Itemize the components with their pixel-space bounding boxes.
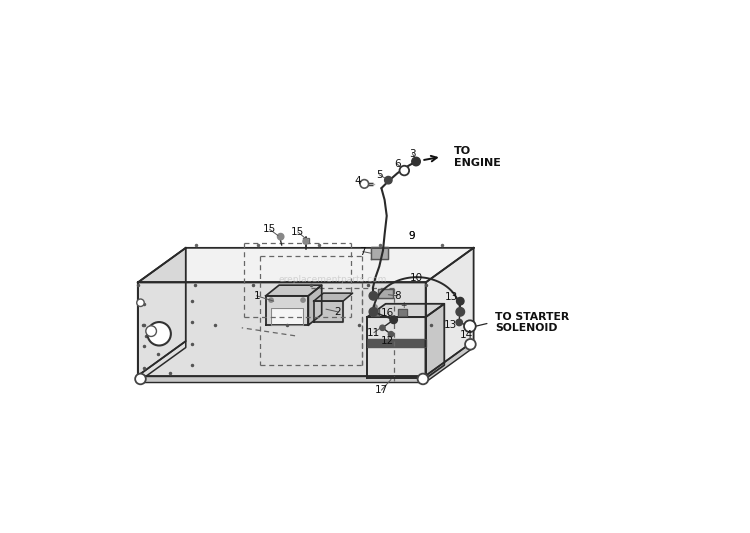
Circle shape <box>456 319 463 326</box>
Circle shape <box>418 374 428 384</box>
Text: 3: 3 <box>409 149 416 158</box>
Polygon shape <box>266 296 308 325</box>
Circle shape <box>373 305 377 309</box>
Text: 15: 15 <box>291 227 304 237</box>
Text: +: + <box>400 301 406 310</box>
Text: 10: 10 <box>410 273 422 283</box>
Text: 16: 16 <box>381 309 394 318</box>
Text: TO
ENGINE: TO ENGINE <box>454 146 501 167</box>
Text: 2: 2 <box>334 307 341 317</box>
Text: 15: 15 <box>262 224 276 234</box>
Text: 12: 12 <box>381 336 394 346</box>
Circle shape <box>465 339 476 350</box>
Polygon shape <box>138 376 426 382</box>
Polygon shape <box>314 301 343 322</box>
Text: 17: 17 <box>375 385 388 395</box>
Circle shape <box>464 320 476 332</box>
Text: 9: 9 <box>408 231 415 240</box>
Text: TO STARTER
SOLENOID: TO STARTER SOLENOID <box>495 312 569 333</box>
Polygon shape <box>138 248 186 376</box>
Circle shape <box>303 239 308 244</box>
Circle shape <box>146 326 157 336</box>
Circle shape <box>369 308 378 316</box>
Polygon shape <box>266 285 322 296</box>
Polygon shape <box>398 309 407 316</box>
Polygon shape <box>138 282 426 376</box>
Circle shape <box>148 322 171 345</box>
Polygon shape <box>367 338 426 346</box>
Circle shape <box>301 298 305 302</box>
Polygon shape <box>271 308 303 325</box>
Text: 4: 4 <box>355 176 362 186</box>
Polygon shape <box>138 341 186 382</box>
Circle shape <box>380 325 386 330</box>
Polygon shape <box>308 285 322 325</box>
Polygon shape <box>370 247 388 259</box>
Circle shape <box>388 332 394 337</box>
Text: 8: 8 <box>394 291 401 301</box>
Text: 1: 1 <box>254 291 260 301</box>
Text: 9: 9 <box>408 231 415 240</box>
Polygon shape <box>426 341 473 382</box>
Polygon shape <box>426 304 444 378</box>
Polygon shape <box>367 304 444 317</box>
Circle shape <box>135 374 146 384</box>
Polygon shape <box>302 238 309 243</box>
Circle shape <box>136 299 144 306</box>
Circle shape <box>360 180 368 188</box>
Circle shape <box>457 297 464 305</box>
Circle shape <box>456 308 464 316</box>
Polygon shape <box>314 293 352 301</box>
Text: 14: 14 <box>460 330 473 340</box>
Text: 7: 7 <box>359 247 366 256</box>
Text: 5: 5 <box>376 170 382 180</box>
Polygon shape <box>371 309 379 316</box>
Circle shape <box>400 166 409 175</box>
Circle shape <box>390 316 398 324</box>
Circle shape <box>269 298 273 302</box>
Circle shape <box>385 176 392 184</box>
Circle shape <box>278 233 284 240</box>
Text: 13: 13 <box>445 292 458 302</box>
Polygon shape <box>378 289 392 298</box>
Text: 13: 13 <box>444 320 458 330</box>
Text: 11: 11 <box>368 328 380 337</box>
Polygon shape <box>367 317 426 378</box>
Circle shape <box>369 292 378 300</box>
Text: 6: 6 <box>394 159 400 169</box>
Circle shape <box>412 157 420 166</box>
Text: ereplacementparts.com: ereplacementparts.com <box>278 276 386 284</box>
Polygon shape <box>426 248 473 376</box>
Polygon shape <box>138 248 473 282</box>
